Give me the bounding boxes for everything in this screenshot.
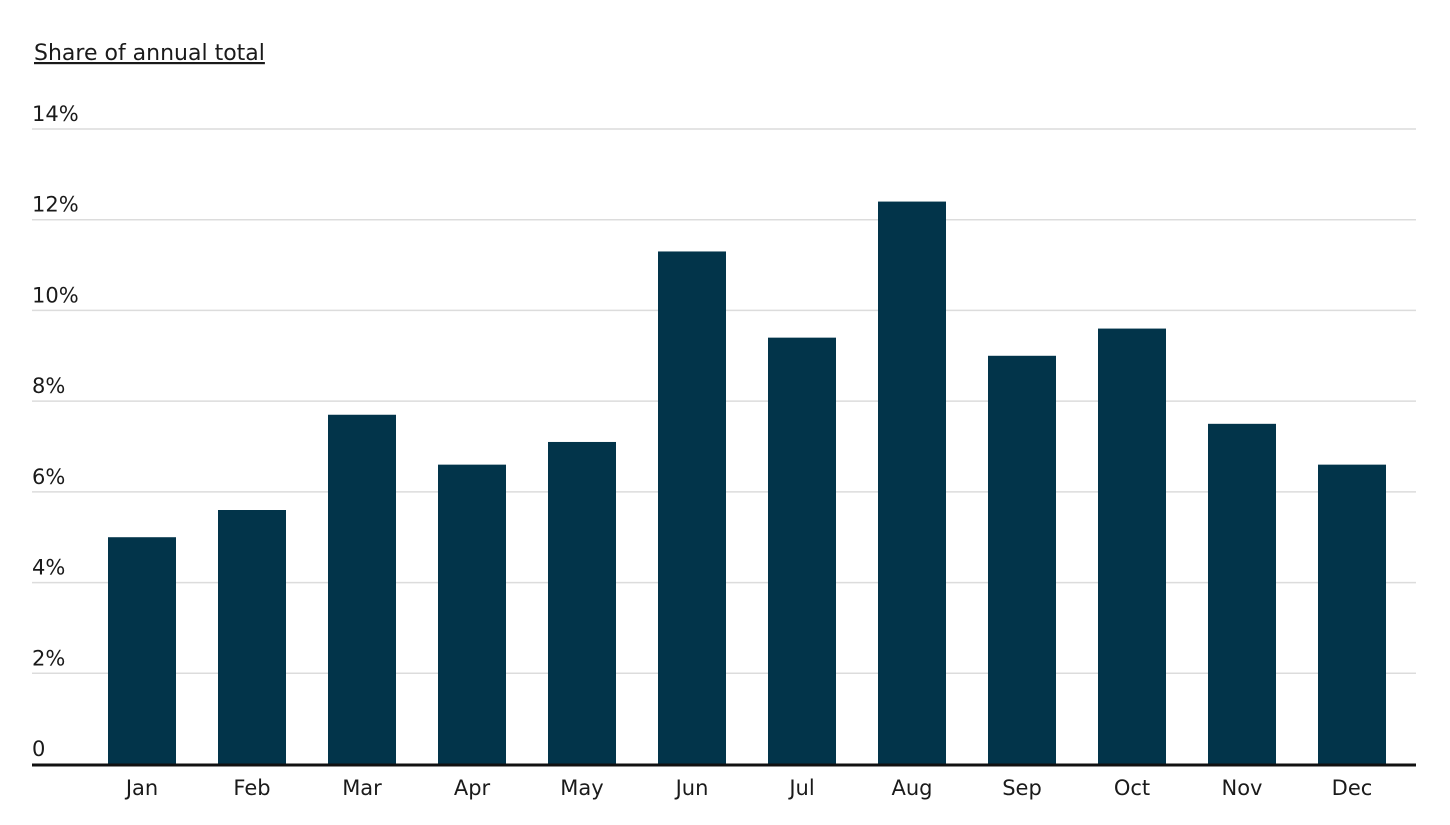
x-tick-label: Sep xyxy=(1002,776,1042,800)
bar-apr xyxy=(438,464,506,764)
bar-aug xyxy=(878,201,946,765)
bar-may xyxy=(548,441,616,764)
y-tick-label: 10% xyxy=(32,283,79,307)
bar-oct xyxy=(1098,328,1166,764)
bar-feb xyxy=(218,510,286,764)
x-tick-label: Jul xyxy=(787,776,814,800)
bar-jan xyxy=(108,537,176,764)
x-tick-label: Mar xyxy=(342,776,382,800)
x-tick-label: Apr xyxy=(454,776,491,800)
bar-sep xyxy=(988,355,1056,764)
y-tick-label: 8% xyxy=(32,374,65,398)
y-tick-label: 14% xyxy=(32,102,79,126)
x-tick-label: Oct xyxy=(1114,776,1150,800)
x-tick-label: Jun xyxy=(674,776,709,800)
x-tick-label: Nov xyxy=(1222,776,1263,800)
y-tick-label: 2% xyxy=(32,646,65,670)
bar-nov xyxy=(1208,423,1276,764)
y-tick-label: 12% xyxy=(32,193,79,217)
bar-jul xyxy=(768,337,836,764)
y-tick-label: 6% xyxy=(32,465,65,489)
y-axis-ticks: 0 2% 4% 6% 8% 10% 12% 14% xyxy=(32,102,79,761)
y-tick-label: 4% xyxy=(32,556,65,580)
bar-jun xyxy=(658,251,726,764)
y-axis-label: Share of annual total xyxy=(34,41,265,66)
bar-dec xyxy=(1318,464,1386,764)
bar-mar xyxy=(328,414,396,764)
x-tick-label: May xyxy=(560,776,603,800)
x-tick-label: Jan xyxy=(124,776,158,800)
y-tick-label: 0 xyxy=(32,737,45,761)
x-axis-ticks: Jan Feb Mar Apr May Jun Jul Aug Sep Oct Nov Dec xyxy=(124,776,1373,800)
bars xyxy=(108,201,1386,765)
x-tick-label: Dec xyxy=(1332,776,1373,800)
x-tick-label: Aug xyxy=(891,776,932,800)
x-tick-label: Feb xyxy=(233,776,270,800)
